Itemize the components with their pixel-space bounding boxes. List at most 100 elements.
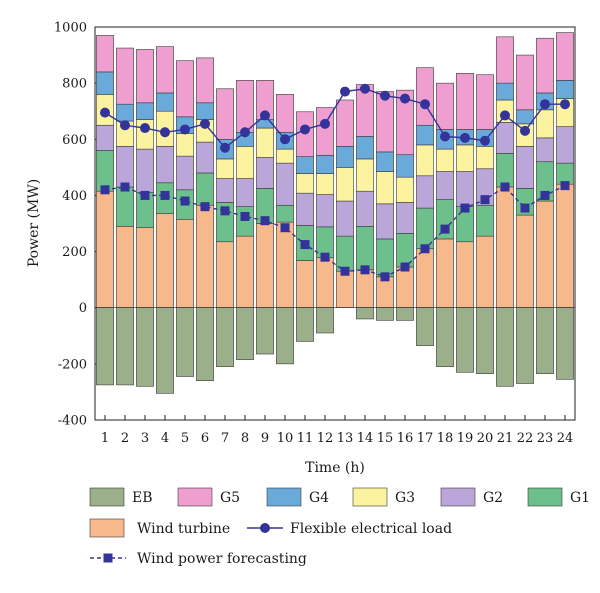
line-point-marker (200, 118, 210, 129)
x-tick-label: 20 (477, 431, 494, 446)
bar-segment (136, 227, 154, 309)
bar-segment (156, 146, 174, 184)
bar-segment (276, 221, 294, 309)
bar-segment (196, 102, 214, 120)
bar-segment (116, 47, 134, 105)
bar-segment (396, 89, 414, 156)
bar-segment (496, 153, 514, 188)
bar-segment (516, 307, 534, 384)
bar-segment (556, 307, 574, 380)
line-point-marker (380, 90, 390, 101)
bar-segment (256, 127, 274, 158)
line-point-marker (480, 135, 490, 146)
legend-label: EB (132, 490, 153, 506)
bar-segment (96, 35, 114, 73)
bar-segment (556, 183, 574, 309)
bar-segment (236, 307, 254, 360)
bar-segment (96, 150, 114, 192)
bar-segment (356, 226, 374, 271)
bar-segment (556, 80, 574, 99)
legend-label: Flexible electrical load (290, 521, 452, 537)
bar-segment (96, 124, 114, 151)
bar-segment (536, 307, 554, 374)
legend: EB G5 G4 G3 G2 G1 Wind turbine Flexible electri… (89, 487, 590, 567)
bar-segment (476, 146, 494, 170)
line-point-marker (500, 110, 510, 121)
line-point-marker (440, 224, 450, 234)
line-point-marker (320, 252, 330, 262)
line-point-marker (300, 124, 310, 135)
bar-segment (396, 202, 414, 234)
bar-segment (496, 186, 514, 309)
bar-segment (496, 122, 514, 154)
line-point-marker (320, 118, 330, 129)
bar-segment (476, 204, 494, 237)
bar-segment (176, 60, 194, 118)
bar-segment (476, 74, 494, 130)
line-point-marker (460, 132, 470, 143)
bar-segment (436, 82, 454, 130)
bar-segment (356, 269, 374, 309)
bar-segment (336, 270, 354, 309)
bar-segment (216, 178, 234, 203)
bar-segment (196, 57, 214, 104)
bar-segment (556, 162, 574, 185)
bar-segment (276, 162, 294, 206)
bar-segment (356, 190, 374, 227)
line-point-marker (280, 223, 290, 233)
x-tick-label: 3 (141, 431, 149, 446)
bar-segment (396, 307, 414, 321)
line-point-marker (180, 196, 190, 206)
bar-segment (136, 148, 154, 193)
y-axis-ticks: -400 -200 0 200 400 600 800 1000 (54, 21, 100, 429)
bar-segment (136, 102, 154, 120)
line-point-marker (360, 83, 370, 94)
x-axis-label: Time (h) (305, 460, 365, 476)
bar-segment (336, 235, 354, 272)
x-tick-label: 5 (181, 431, 189, 446)
y-tick-label: 600 (62, 133, 87, 148)
bar-segment (176, 307, 194, 377)
x-tick-label: 17 (417, 431, 434, 446)
x-tick-label: 7 (221, 431, 229, 446)
x-tick-label: 14 (357, 431, 374, 446)
bar-segment (196, 204, 214, 309)
series-line (104, 184, 566, 278)
bar-segment (516, 54, 534, 111)
bar-segment (376, 171, 394, 205)
legend-marker (260, 523, 270, 533)
x-tick-label: 16 (397, 431, 414, 446)
bar-segment (176, 133, 194, 157)
bar-segment (536, 137, 554, 163)
bar-segment (296, 173, 314, 194)
bar-segment (376, 151, 394, 172)
bars-group (96, 32, 574, 394)
x-tick-label: 22 (517, 431, 534, 446)
line-point-marker (480, 195, 490, 205)
bar-segment (316, 154, 334, 174)
bar-segment (496, 82, 514, 101)
bar-segment (116, 226, 134, 309)
x-tick-label: 9 (261, 431, 269, 446)
line-point-marker (400, 93, 410, 104)
legend-swatch (89, 487, 125, 507)
x-tick-label: 6 (201, 431, 209, 446)
line-point-marker (240, 211, 250, 221)
bar-segment (396, 266, 414, 309)
bar-segment (216, 158, 234, 179)
bar-segment (116, 146, 134, 188)
bar-segment (216, 307, 234, 367)
bar-segment (156, 307, 174, 394)
bar-segment (136, 49, 154, 104)
x-tick-label: 23 (537, 431, 554, 446)
bar-segment (416, 175, 434, 209)
bar-segment (96, 71, 114, 95)
bar-segment (316, 257, 334, 309)
bar-segment (436, 171, 454, 200)
bar-segment (96, 307, 114, 386)
line-point-marker (100, 107, 110, 118)
bar-segment (536, 200, 554, 309)
line-point-marker (180, 124, 190, 135)
bar-segment (276, 148, 294, 164)
bar-segment (376, 307, 394, 321)
